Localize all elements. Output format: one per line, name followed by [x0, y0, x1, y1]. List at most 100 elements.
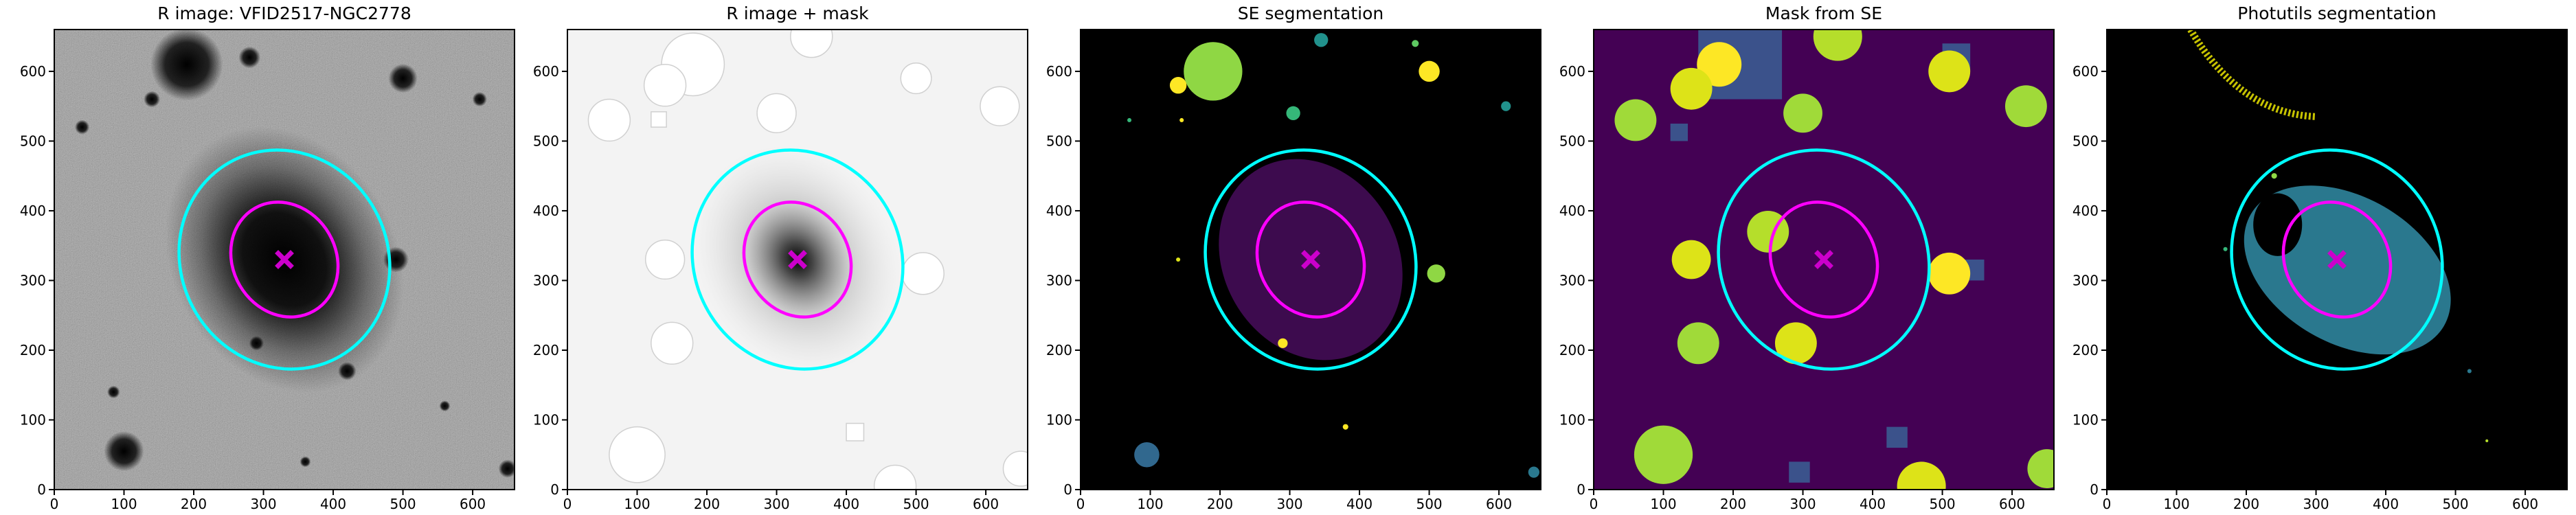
segment [2467, 369, 2472, 374]
mask-circle [790, 30, 833, 58]
x-tick-label: 200 [1720, 496, 1746, 512]
center-marker [275, 250, 294, 269]
x-tick-label: 0 [2103, 496, 2112, 512]
star [472, 91, 487, 107]
mask-circle [1677, 322, 1719, 365]
mask-circle [900, 62, 932, 95]
segment [1278, 338, 1288, 348]
mask-circle [643, 64, 687, 107]
y-tick-label: 500 [1046, 133, 1072, 149]
mask-circle [644, 239, 686, 280]
panel: 0 100 200 300 400 500 600 0 100 200 300 400 500 600 R … [533, 3, 1028, 512]
axes-frame [2106, 29, 2568, 490]
mask-box [651, 111, 667, 128]
axes-frame [54, 29, 515, 490]
mask-circle [756, 93, 797, 133]
x-tick-label: 0 [563, 496, 572, 512]
mask-box [1789, 461, 1810, 483]
mask-circle [980, 86, 1020, 126]
aperture-ellipse [690, 148, 905, 371]
star [107, 385, 120, 399]
mask-circle [2004, 85, 2047, 128]
x-tick-label: 500 [1929, 496, 1955, 512]
aperture-ellipse [229, 201, 340, 319]
segment [2485, 439, 2489, 442]
x-tick-label: 400 [1346, 496, 1372, 512]
x-tick-label: 600 [973, 496, 999, 512]
star [238, 46, 261, 69]
mask-circle [873, 464, 917, 490]
x-tick-label: 300 [1276, 496, 1302, 512]
y-tick-label: 500 [1559, 133, 1585, 149]
x-tick-label: 600 [1999, 496, 2025, 512]
segment [1134, 442, 1160, 468]
y-tick-label: 300 [1046, 272, 1072, 288]
star [338, 362, 357, 380]
panel: 0 100 200 300 400 500 600 0 100 200 300 400 500 600 Ph… [2072, 3, 2568, 512]
x-tick-label: 400 [2373, 496, 2399, 512]
aperture-ellipse [1204, 148, 1418, 371]
segment-arc [2187, 30, 2316, 120]
y-tick-label: 0 [1577, 481, 1585, 498]
mask-circle [1774, 322, 1817, 365]
y-tick-label: 200 [2072, 342, 2099, 358]
aperture-ellipse [1768, 201, 1879, 319]
x-tick-label: 400 [1860, 496, 1886, 512]
y-tick-label: 200 [20, 342, 46, 358]
x-tick-label: 400 [320, 496, 346, 512]
x-tick-label: 500 [389, 496, 416, 512]
aperture-ellipse [1717, 148, 1931, 371]
mask-circle [1697, 42, 1742, 87]
y-tick-label: 600 [1046, 63, 1072, 80]
segment [1286, 106, 1300, 120]
mask-box [846, 422, 865, 442]
y-tick-label: 500 [533, 133, 559, 149]
segment [2271, 173, 2277, 179]
axes-frame [1593, 29, 2055, 490]
segment [1501, 101, 1511, 111]
panel-title: R image: VFID2517-NGC2778 [157, 3, 411, 23]
aperture-ellipse [2230, 148, 2444, 371]
segment [1184, 42, 1243, 101]
x-tick-label: 100 [1650, 496, 1676, 512]
x-tick-label: 500 [903, 496, 929, 512]
mask-circle [587, 98, 631, 142]
star [75, 119, 90, 135]
segment [1412, 40, 1419, 47]
x-tick-label: 400 [833, 496, 859, 512]
mask-circle [1813, 30, 1862, 61]
panel-title: SE segmentation [1238, 3, 1383, 23]
aperture-ellipse [2281, 201, 2393, 319]
x-tick-label: 300 [1789, 496, 1816, 512]
x-tick-label: 0 [1590, 496, 1598, 512]
y-tick-label: 300 [2072, 272, 2099, 288]
y-tick-label: 100 [20, 411, 46, 428]
y-tick-label: 200 [533, 342, 559, 358]
y-tick-label: 100 [1046, 411, 1072, 428]
y-tick-label: 600 [533, 63, 559, 80]
x-tick-label: 100 [1137, 496, 1163, 512]
image [1081, 30, 1541, 490]
mask-circle [1783, 93, 1822, 133]
panel: 0 100 200 300 400 500 600 0 100 200 300 400 500 600 R … [20, 3, 515, 512]
y-tick-label: 400 [2072, 203, 2099, 219]
segment [1179, 117, 1184, 123]
segment [1169, 77, 1187, 94]
x-tick-label: 300 [250, 496, 276, 512]
star [249, 336, 264, 351]
mask-circle [1002, 450, 1028, 487]
y-tick-label: 200 [1559, 342, 1585, 358]
star [498, 459, 515, 478]
y-tick-label: 600 [1559, 63, 1585, 80]
mask-box [1886, 426, 1908, 448]
aperture-ellipse [742, 201, 853, 319]
center-marker [788, 250, 807, 269]
y-tick-label: 100 [533, 411, 559, 428]
x-tick-label: 600 [460, 496, 486, 512]
axes-frame [1080, 29, 1541, 490]
panel-title: Photutils segmentation [2237, 3, 2436, 23]
mask-circle [1614, 99, 1657, 141]
mask-circle [1928, 50, 1971, 93]
segment [1419, 60, 1440, 82]
